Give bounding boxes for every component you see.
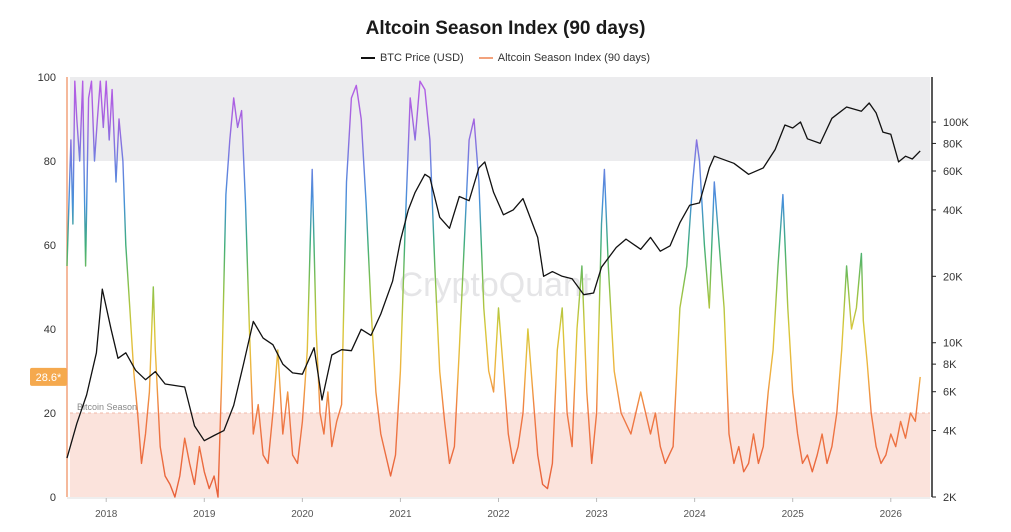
band-1	[70, 413, 930, 497]
y-left-tick-label: 40	[44, 324, 56, 336]
y-right-tick-label: 8K	[943, 359, 957, 371]
chart-title: Altcoin Season Index (90 days)	[365, 18, 646, 39]
y-right-tick-label: 20K	[943, 271, 963, 283]
x-tick-label: 2026	[880, 509, 903, 520]
legend-swatch-btc	[360, 57, 375, 59]
x-tick-label: 2018	[95, 509, 118, 520]
y-left-tick-label: 80	[44, 156, 56, 168]
y-right-tick-label: 6K	[943, 387, 957, 399]
x-tick-label: 2023	[585, 509, 608, 520]
x-tick-label: 2021	[389, 509, 412, 520]
x-tick-label: 2020	[291, 509, 314, 520]
watermark: CryptoQuant	[399, 266, 592, 304]
x-tick-label: 2019	[193, 509, 216, 520]
current-value-badge	[30, 367, 67, 386]
y-right-tick-label: 80K	[943, 138, 963, 150]
band-label: Bitcoin Season	[77, 402, 137, 412]
y-right-tick-label: 60K	[943, 166, 963, 178]
legend-label-altcoin-index: Altcoin Season Index (90 days)	[497, 52, 651, 64]
y-right-tick-label: 2K	[943, 492, 957, 504]
band-0	[70, 77, 930, 161]
x-tick-label: 2024	[684, 509, 707, 520]
y-left-tick-label: 0	[50, 492, 56, 504]
y-left-tick-label: 60	[44, 240, 56, 252]
current-value-label: 28.6*	[36, 372, 62, 384]
series-line-btc-price[interactable]	[66, 102, 921, 459]
legend: BTC Price (USD) Altcoin Season Index (90…	[0, 50, 1011, 64]
x-tick-label: 2025	[782, 509, 805, 520]
y-right-tick-label: 4K	[943, 426, 957, 438]
y-right-tick-label: 10K	[943, 338, 963, 350]
y-right-tick-label: 40K	[943, 205, 963, 217]
legend-swatch-altcoin-index	[478, 57, 493, 59]
x-tick-label: 2022	[487, 509, 510, 520]
y-right-tick-label: 100K	[943, 117, 969, 129]
legend-label-btc: BTC Price (USD)	[379, 52, 464, 64]
legend-item-btc[interactable]: BTC Price (USD)	[360, 52, 464, 64]
y-left-tick-label: 100	[38, 72, 56, 84]
series-line-altcoin-index[interactable]	[66, 80, 921, 498]
legend-item-altcoin-index[interactable]: Altcoin Season Index (90 days)	[478, 52, 651, 64]
y-left-tick-label: 20	[44, 408, 56, 420]
